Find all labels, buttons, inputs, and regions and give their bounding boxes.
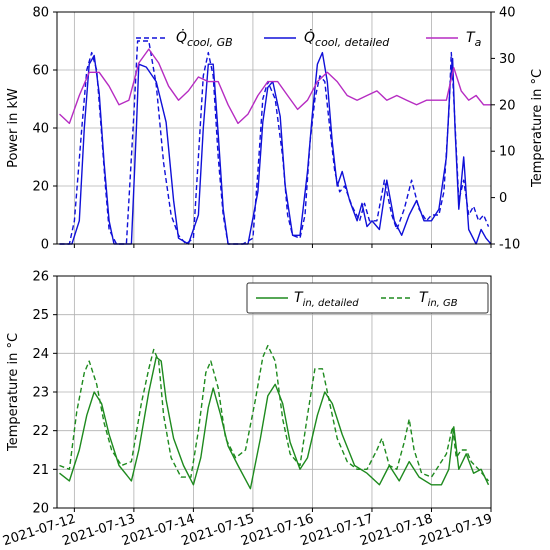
top-ytick-label: 60	[32, 64, 49, 79]
top-series-line-0	[59, 40, 490, 245]
top-ylabel: Power in kW	[6, 88, 21, 168]
bottom-ytick-label: 21	[32, 463, 49, 478]
top-legend-label-0: Q̇cool, GB	[176, 29, 233, 49]
top-panel: 0 20 40 60 80 -10 0 10 20 30 40 Power in kW Temperat…	[6, 6, 545, 253]
top-series-line-1	[59, 51, 492, 245]
top-legend-label-2: Ta	[466, 30, 482, 49]
top-ytick-label: 20	[32, 180, 49, 195]
bottom-legend-label-1: Tin, GB	[419, 290, 458, 309]
top-ytick-label: 0	[41, 238, 49, 253]
bottom-ytick-label: 22	[32, 424, 49, 439]
top-y2tick-label: 10	[499, 145, 516, 160]
bottom-ytick-label: 23	[32, 386, 49, 401]
bottom-ytick-label: 20	[32, 502, 49, 517]
bottom-series-line-0	[59, 356, 490, 490]
top-ytick-label: 40	[32, 122, 49, 137]
top-ytick-label: 80	[32, 6, 49, 21]
top-legend-label-1: Q̇cool, detailed	[304, 29, 390, 49]
bottom-ytick-label: 26	[32, 270, 49, 285]
top-y2tick-label: -10	[499, 238, 520, 253]
bottom-legend-label-0: Tin, detailed	[294, 290, 359, 309]
bottom-legend-box	[246, 282, 489, 314]
top-series-line-2	[59, 48, 491, 125]
top-y2tick-label: 0	[499, 191, 507, 206]
bottom-series-line-1	[59, 344, 490, 482]
top-y2tick-label: 40	[499, 6, 516, 21]
bottom-ylabel: Temperature in °C	[6, 333, 21, 452]
bottom-ytick-label: 25	[32, 308, 49, 323]
top-y2tick-label: 20	[499, 98, 516, 113]
bottom-ytick-label: 24	[32, 347, 49, 362]
top-y2label: Temperature in °C	[530, 69, 545, 188]
top-y2tick-label: 30	[499, 52, 516, 67]
